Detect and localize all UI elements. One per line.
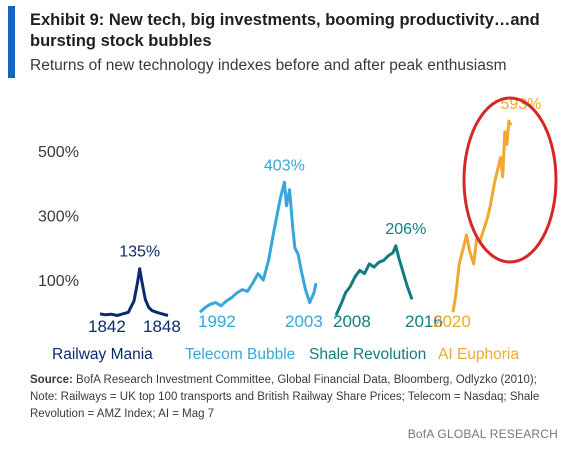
accent-bar bbox=[8, 6, 15, 78]
highlight-ellipse bbox=[462, 96, 558, 264]
era-label: Railway Mania bbox=[52, 346, 153, 363]
source-label: Source: bbox=[30, 374, 73, 386]
y-tick-label: 500% bbox=[38, 144, 79, 161]
end-year-label: 1848 bbox=[143, 317, 181, 336]
era-label: Shale Revolution bbox=[309, 346, 426, 363]
peak-label: 135% bbox=[119, 244, 160, 261]
series-line-shale-revolution bbox=[334, 244, 414, 317]
start-year-label: 2020 bbox=[433, 312, 471, 331]
y-axis-ticks: 100% 300% 500% bbox=[38, 144, 79, 290]
chart-footer: Source: BofA Research Investment Committ… bbox=[30, 372, 565, 423]
start-year-label: 1842 bbox=[88, 317, 126, 336]
era-label: Telecom Bubble bbox=[185, 346, 295, 363]
exhibit-subtitle: Returns of new technology indexes before… bbox=[30, 57, 507, 74]
end-year-label: 2003 bbox=[285, 312, 323, 331]
end-year-label: 2016 bbox=[405, 312, 443, 331]
peak-label: 403% bbox=[264, 157, 305, 174]
start-year-label: 1992 bbox=[198, 312, 236, 331]
peak-label: 206% bbox=[385, 221, 426, 238]
exhibit-title: Exhibit 9: New tech, big investments, bo… bbox=[30, 11, 540, 50]
chart-area: 100% 300% 500% 135% 1842 1848 Railway Mania 40… bbox=[38, 96, 558, 363]
start-year-label: 2008 bbox=[333, 312, 371, 331]
note-text: Note: Railways = UK top 100 transports a… bbox=[30, 391, 540, 420]
y-tick-label: 300% bbox=[38, 209, 79, 226]
brand-label: BofA GLOBAL RESEARCH bbox=[407, 427, 558, 441]
series-line-railway-mania bbox=[99, 267, 169, 317]
source-line: Source: BofA Research Investment Committ… bbox=[30, 372, 565, 389]
series-line-ai-euphoria bbox=[451, 119, 513, 313]
y-tick-label: 100% bbox=[38, 273, 79, 290]
source-text: BofA Research Investment Committee, Glob… bbox=[76, 374, 537, 386]
series-line-telecom-bubble bbox=[198, 180, 318, 314]
era-label: AI Euphoria bbox=[438, 346, 519, 363]
series-group: 135% 1842 1848 Railway Mania 403% 1992 2003 Tel… bbox=[52, 96, 541, 363]
